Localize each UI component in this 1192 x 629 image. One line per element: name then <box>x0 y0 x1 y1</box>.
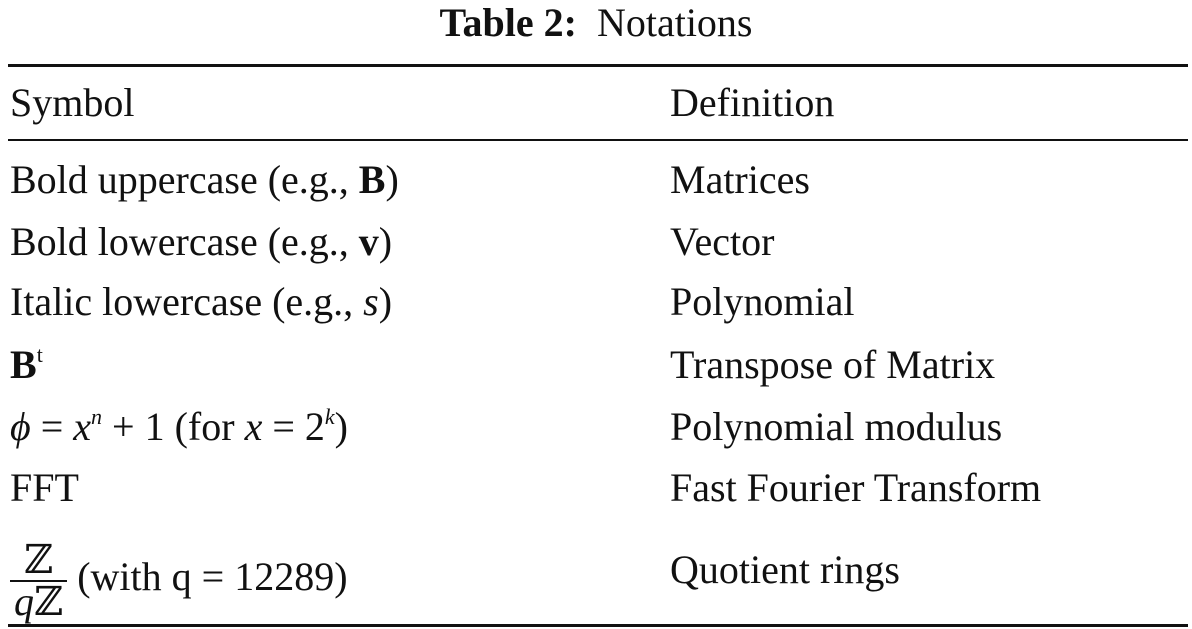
definition-cell: Vector <box>670 219 775 264</box>
bold-symbol: B <box>10 342 37 387</box>
text: ) <box>334 404 348 449</box>
bottom-rule <box>8 624 1188 627</box>
superscript: t <box>36 342 43 367</box>
text: Bold uppercase (e.g., <box>10 157 359 202</box>
text: Bold lowercase (e.g., <box>10 219 359 264</box>
header-cell: Symbol <box>10 80 135 125</box>
definition-cell: Polynomial modulus <box>670 404 1003 449</box>
top-rule <box>8 64 1188 67</box>
definition-cell: Transpose of Matrix <box>670 342 996 387</box>
text: + 1 (for <box>102 404 245 449</box>
math: k <box>324 404 335 429</box>
definition-cell: Fast Fourier Transform <box>670 465 1042 510</box>
bold-symbol: v <box>358 219 379 264</box>
math: x <box>244 404 263 449</box>
text: ) <box>378 279 393 324</box>
text: ) <box>378 219 393 264</box>
text: Italic lowercase (e.g., <box>10 279 364 324</box>
table-row: FFT Fast Fourier Transform <box>0 458 1192 518</box>
superscript: k <box>325 404 335 429</box>
table-row: Bt Transpose of Matrix <box>0 335 1192 395</box>
table-row: Bold lowercase (e.g., v) Vector <box>0 212 1192 272</box>
caption: Table 2: Notations <box>0 0 1192 46</box>
math: n <box>91 404 103 429</box>
table-row: ϕ = xn + 1 (for x = 2k) Polynomial modul… <box>0 397 1192 457</box>
table-row: Bold uppercase (e.g., B) Matrices <box>0 150 1192 210</box>
math: x <box>73 404 92 449</box>
math: ℤ <box>34 579 64 624</box>
definition-cell: Polynomial <box>670 279 855 324</box>
symbol-cell: Bt <box>10 335 43 395</box>
math: q <box>14 579 34 624</box>
text: (with q = 12289) <box>67 554 348 600</box>
symbol-cell: Bold uppercase (e.g., B) <box>10 150 399 210</box>
definition-cell: Quotient rings <box>670 547 900 592</box>
math: = <box>30 404 74 449</box>
caption-label: Table 2: <box>439 0 577 45</box>
bold-symbol: B <box>358 157 386 202</box>
numerator: ℤ <box>10 540 68 582</box>
header-row: Symbol Definition <box>0 73 1192 133</box>
superscript: n <box>91 404 102 429</box>
italic-symbol: s <box>363 279 379 324</box>
definition-cell: Matrices <box>670 157 810 202</box>
header-cell: Definition <box>670 80 835 125</box>
symbol-cell: ϕ = xn + 1 (for x = 2k) <box>10 397 348 457</box>
denominator: qℤ <box>10 582 67 622</box>
math: = 2 <box>262 404 325 449</box>
mid-rule <box>8 139 1188 141</box>
symbol-cell: Italic lowercase (e.g., s) <box>10 272 392 332</box>
table-row: Italic lowercase (e.g., s) Polynomial <box>0 272 1192 332</box>
symbol-cell: Bold lowercase (e.g., v) <box>10 212 392 272</box>
text: ) <box>385 157 399 202</box>
caption-text: Notations <box>596 0 753 45</box>
symbol-cell: FFT <box>10 465 79 510</box>
math: ϕ <box>10 404 31 449</box>
